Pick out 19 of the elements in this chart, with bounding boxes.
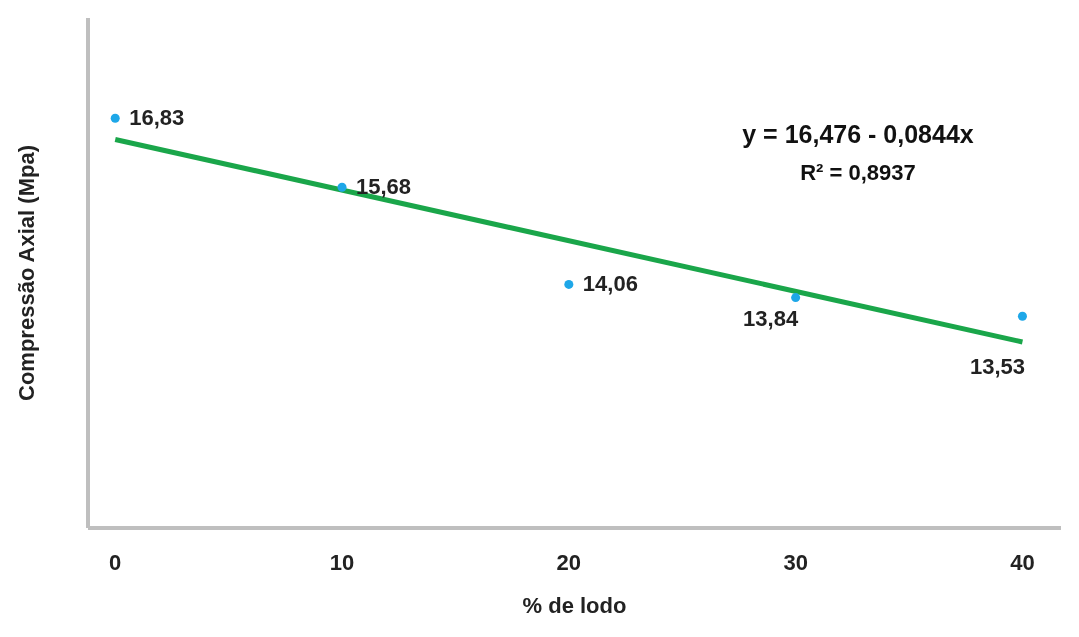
annotation: R² = 0,8937 — [799, 160, 917, 186]
data-label: 15,68 — [356, 174, 412, 200]
point — [110, 113, 120, 123]
point — [337, 182, 347, 192]
x-axis-title: % de lodo — [522, 593, 627, 618]
annotation: y = 16,476 - 0,0844x — [741, 120, 975, 149]
x-tick-label: 40 — [1010, 549, 1035, 575]
data-label: 14,06 — [582, 271, 638, 297]
x-tick-label: 0 — [109, 549, 122, 575]
data-label: 13,53 — [969, 354, 1025, 380]
data-label: 16,83 — [129, 105, 185, 131]
point — [564, 279, 574, 289]
y-axis-title: Compressão Axial (Mpa) — [13, 145, 39, 401]
point — [791, 293, 801, 303]
x-tick-label: 30 — [783, 549, 808, 575]
x-tick-label: 10 — [329, 549, 355, 575]
x-tick-label: 20 — [556, 549, 582, 575]
data-label: 13,84 — [743, 305, 799, 331]
point — [1017, 311, 1027, 321]
